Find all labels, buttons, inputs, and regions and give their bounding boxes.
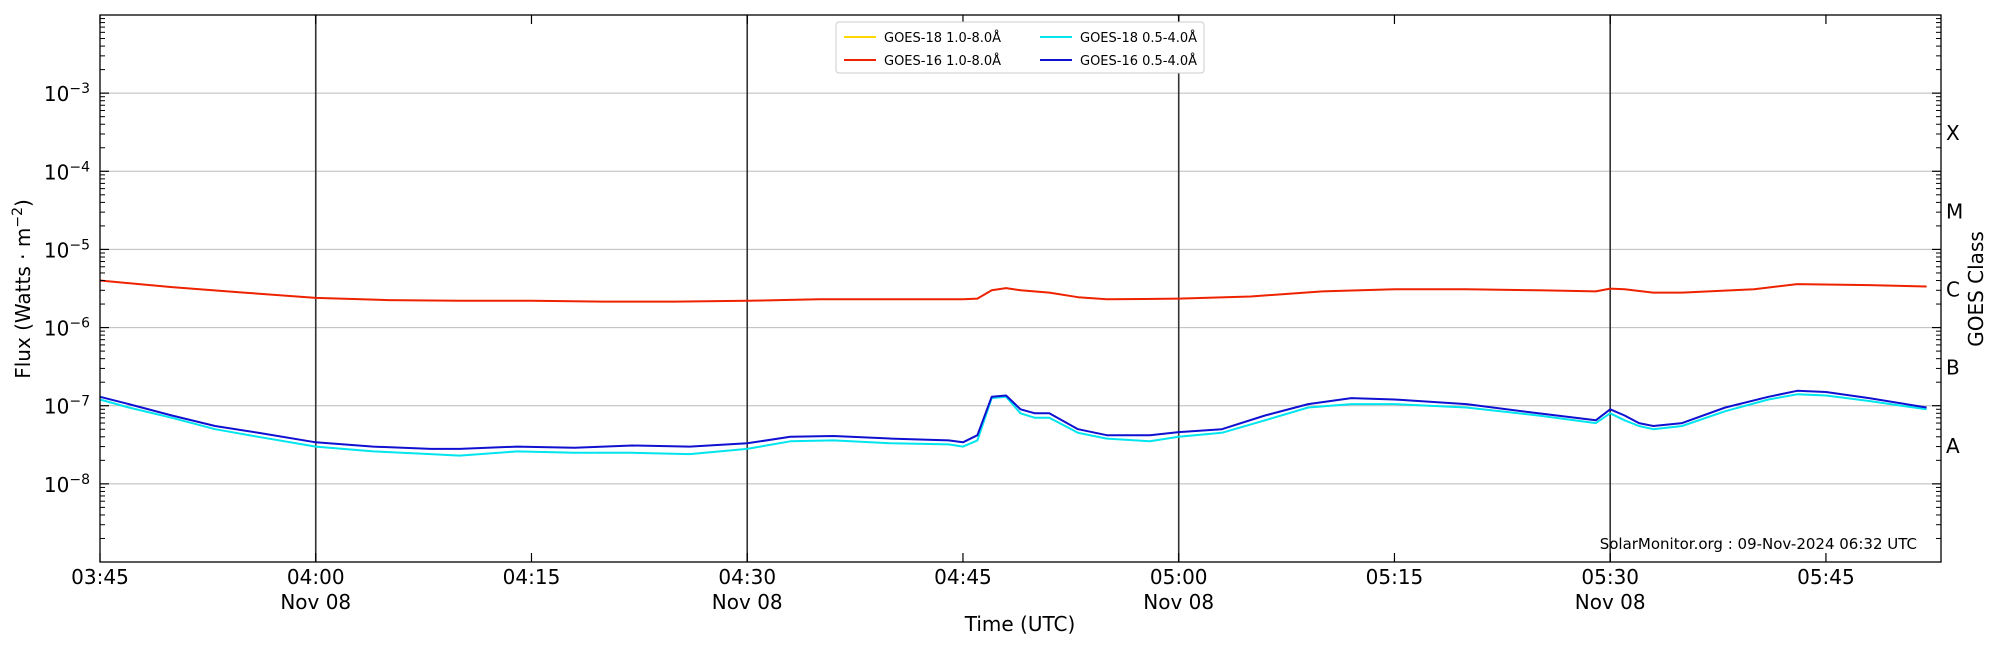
y-tick-label: 10−8 <box>44 472 90 497</box>
goes-class-B: B <box>1946 356 1960 380</box>
x-tick-date-label: Nov 08 <box>712 590 783 614</box>
credit-text: SolarMonitor.org : 09-Nov-2024 06:32 UTC <box>1600 535 1917 553</box>
y-tick-base: 10 <box>44 160 69 184</box>
x-tick-label: 05:45 <box>1797 565 1855 589</box>
x-tick-date-label: Nov 08 <box>280 590 351 614</box>
x-tick-label: 04:45 <box>934 565 992 589</box>
y-tick-label: 10−4 <box>44 159 90 184</box>
x-tick-label: 05:15 <box>1366 565 1424 589</box>
x-tick-label: 03:45 <box>71 565 129 589</box>
y-tick-exponent: −8 <box>69 472 90 488</box>
y-tick-base: 10 <box>44 238 69 262</box>
series-line-2 <box>99 393 1927 457</box>
legend-label-2: GOES-18 0.5-4.0Å <box>1080 30 1197 46</box>
goes-class-label: GOES Class <box>1964 231 1988 347</box>
y-tick-exponent: −5 <box>69 237 90 253</box>
goes-class-A: A <box>1946 434 1960 458</box>
gridlines <box>100 92 1941 485</box>
y-tick-label: 10−5 <box>44 237 90 262</box>
x-tick-label: 05:30 <box>1581 565 1639 589</box>
y-tick-exponent: −4 <box>69 159 90 175</box>
series-line-1 <box>99 279 1927 303</box>
x-axis-label: Time (UTC) <box>964 612 1076 636</box>
goes-class-M: M <box>1946 199 1963 223</box>
x-tick-label: 05:00 <box>1150 565 1208 589</box>
y-axis-label: Flux (Watts · m−2) <box>10 199 35 379</box>
y-tick-base: 10 <box>44 317 69 341</box>
x-tick-label: 04:00 <box>287 565 345 589</box>
legend-label-0: GOES-18 1.0-8.0Å <box>884 30 1001 46</box>
y-tick-exponent: −7 <box>69 394 90 410</box>
y-axis: 10−810−710−610−510−410−3 <box>44 18 1941 539</box>
x-tick-label: 04:15 <box>503 565 561 589</box>
legend-label-1: GOES-16 1.0-8.0Å <box>884 53 1001 69</box>
y-tick-base: 10 <box>44 82 69 106</box>
y-tick-base: 10 <box>44 473 69 497</box>
y-tick-exponent: −3 <box>69 81 90 97</box>
goes-class-axis: A B C M X <box>1946 121 1963 458</box>
series-line-3 <box>99 389 1927 450</box>
legend: GOES-18 1.0-8.0Å GOES-16 1.0-8.0Å GOES-18 … <box>835 21 1205 74</box>
y-tick-label: 10−7 <box>44 394 90 419</box>
goes-class-X: X <box>1946 121 1960 145</box>
series-layer <box>99 279 1927 457</box>
goes-class-C: C <box>1946 278 1960 302</box>
y-tick-base: 10 <box>44 395 69 419</box>
y-tick-label: 10−6 <box>44 316 90 341</box>
x-tick-date-label: Nov 08 <box>1575 590 1646 614</box>
y-tick-label: 10−3 <box>44 81 90 106</box>
legend-box <box>835 21 1205 74</box>
y-tick-exponent: −6 <box>69 316 90 332</box>
plot-frame <box>99 14 1942 563</box>
x-tick-label: 04:30 <box>718 565 776 589</box>
legend-label-3: GOES-16 0.5-4.0Å <box>1080 53 1197 69</box>
x-tick-date-label: Nov 08 <box>1143 590 1214 614</box>
